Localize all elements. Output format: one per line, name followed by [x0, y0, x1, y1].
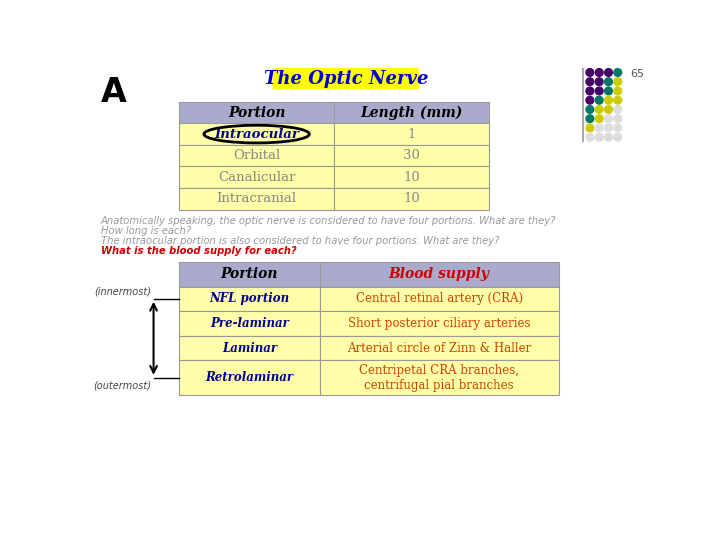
Text: The intraocular portion is also considered to have four portions. What are they?: The intraocular portion is also consider… — [101, 236, 499, 246]
Text: Central retinal artery (CRA): Central retinal artery (CRA) — [356, 292, 523, 306]
Bar — [320, 287, 559, 311]
Circle shape — [614, 96, 621, 104]
Bar — [179, 145, 334, 166]
Text: Laminar: Laminar — [222, 342, 277, 355]
Circle shape — [614, 124, 621, 132]
Circle shape — [595, 115, 603, 123]
Circle shape — [595, 106, 603, 113]
Text: 65: 65 — [630, 70, 644, 79]
Bar — [334, 188, 489, 210]
Text: Pre-laminar: Pre-laminar — [210, 317, 289, 330]
Circle shape — [586, 124, 594, 132]
Text: (outermost): (outermost) — [93, 380, 151, 390]
Circle shape — [586, 115, 594, 123]
Text: Centripetal CRA branches,
centrifugal pial branches: Centripetal CRA branches, centrifugal pi… — [359, 364, 519, 392]
Bar — [179, 102, 334, 123]
Circle shape — [586, 133, 594, 141]
Text: Length (mm): Length (mm) — [361, 105, 463, 120]
Text: How long is each?: How long is each? — [101, 226, 191, 236]
Bar — [179, 361, 320, 395]
Text: (innermost): (innermost) — [94, 287, 151, 296]
FancyBboxPatch shape — [272, 68, 419, 90]
Circle shape — [605, 78, 612, 86]
Bar — [179, 311, 320, 336]
Circle shape — [595, 133, 603, 141]
Circle shape — [595, 96, 603, 104]
Circle shape — [586, 106, 594, 113]
Text: 1: 1 — [408, 127, 416, 140]
Text: 10: 10 — [403, 192, 420, 205]
Bar — [334, 145, 489, 166]
Text: Intraocular: Intraocular — [214, 127, 299, 140]
Circle shape — [614, 78, 621, 86]
Bar — [320, 361, 559, 395]
Circle shape — [614, 106, 621, 113]
Text: Anatomically speaking, the optic nerve is considered to have four portions. What: Anatomically speaking, the optic nerve i… — [101, 215, 557, 226]
Text: Canalicular: Canalicular — [218, 171, 295, 184]
Circle shape — [605, 124, 612, 132]
Circle shape — [605, 106, 612, 113]
Circle shape — [595, 87, 603, 95]
Circle shape — [605, 115, 612, 123]
Bar — [179, 336, 320, 361]
Text: Portion: Portion — [220, 267, 278, 281]
Bar — [320, 336, 559, 361]
Text: Short posterior ciliary arteries: Short posterior ciliary arteries — [348, 317, 531, 330]
Circle shape — [605, 87, 612, 95]
Circle shape — [586, 87, 594, 95]
Circle shape — [614, 87, 621, 95]
Circle shape — [605, 69, 612, 76]
Circle shape — [595, 78, 603, 86]
Bar — [179, 123, 334, 145]
Circle shape — [586, 96, 594, 104]
Circle shape — [586, 69, 594, 76]
Bar — [320, 311, 559, 336]
Circle shape — [586, 78, 594, 86]
Bar — [334, 102, 489, 123]
Bar — [334, 123, 489, 145]
Circle shape — [595, 124, 603, 132]
Text: Retrolaminar: Retrolaminar — [205, 371, 294, 384]
Text: Blood supply: Blood supply — [389, 267, 490, 281]
Circle shape — [605, 133, 612, 141]
Text: A: A — [101, 76, 127, 109]
Bar — [320, 262, 559, 287]
Circle shape — [614, 115, 621, 123]
Bar — [179, 188, 334, 210]
Text: 10: 10 — [403, 171, 420, 184]
Bar — [179, 262, 320, 287]
Circle shape — [614, 133, 621, 141]
Text: Portion: Portion — [228, 105, 285, 119]
Text: Intracranial: Intracranial — [217, 192, 297, 205]
Bar — [334, 166, 489, 188]
Bar — [179, 287, 320, 311]
Bar — [179, 166, 334, 188]
Circle shape — [614, 69, 621, 76]
Text: What is the blood supply for each?: What is the blood supply for each? — [101, 246, 297, 256]
Circle shape — [605, 96, 612, 104]
Text: NFL portion: NFL portion — [210, 292, 289, 306]
Text: The Optic Nerve: The Optic Nerve — [264, 70, 428, 89]
Circle shape — [595, 69, 603, 76]
Text: 30: 30 — [403, 149, 420, 162]
Text: Arterial circle of Zinn & Haller: Arterial circle of Zinn & Haller — [347, 342, 531, 355]
Text: Orbital: Orbital — [233, 149, 280, 162]
